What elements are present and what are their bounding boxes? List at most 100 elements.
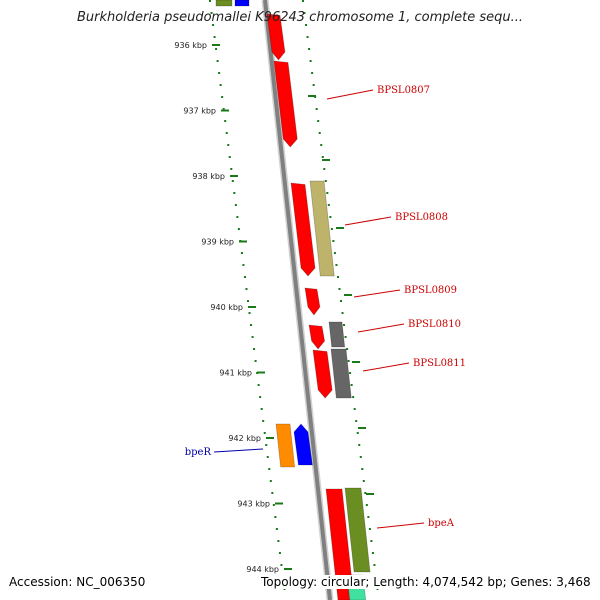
- ruler-dot-outer: [340, 300, 342, 302]
- ruler-dot-inner: [248, 312, 251, 314]
- ruler-dot-outer: [349, 372, 352, 374]
- ruler-dot-inner: [240, 252, 243, 254]
- gene-leader-line: [357, 323, 405, 333]
- ruler-dot-inner: [218, 72, 221, 74]
- ruler-dot-outer: [326, 192, 329, 194]
- ruler-dot-outer: [302, 0, 304, 2]
- ruler-dot-inner: [216, 60, 219, 62]
- ruler-dot-inner: [254, 360, 257, 362]
- ruler-dot-outer: [353, 408, 356, 410]
- gene-block: [234, 0, 250, 7]
- ruler-dot-inner: [263, 432, 266, 434]
- ruler-dot-outer: [361, 468, 364, 470]
- ruler-dot-inner: [237, 228, 240, 230]
- ruler-dot-outer: [305, 24, 308, 26]
- ruler-dot-outer: [312, 84, 315, 86]
- gene-block: [275, 423, 296, 468]
- ruler-dot-outer: [338, 288, 341, 290]
- ruler-dot-outer: [315, 108, 318, 110]
- ruler-dot-outer: [347, 360, 350, 362]
- ruler-dot-outer: [352, 396, 355, 398]
- ruler-dot-outer: [341, 312, 344, 314]
- ruler-dot-outer: [306, 36, 309, 38]
- ruler-dot-outer: [365, 504, 368, 506]
- ruler-dot-outer: [309, 60, 312, 62]
- ruler-label: 937 kbp: [183, 107, 216, 116]
- feature-blocks: [215, 0, 371, 600]
- ruler-dot-inner: [242, 264, 245, 266]
- ruler-dot-outer: [317, 120, 320, 122]
- ruler-dot-inner: [253, 348, 256, 350]
- ruler-dot-inner: [236, 216, 239, 218]
- gene-leader-line: [353, 289, 401, 298]
- gene-label-bpea[interactable]: bpeA: [428, 518, 455, 529]
- gene-block: [328, 321, 346, 348]
- ruler-dot-outer: [371, 552, 374, 554]
- ruler-dot-outer: [362, 480, 365, 482]
- ruler-dot-inner: [268, 468, 271, 470]
- ruler-labels: 936 kbp 937 kbp 938 kbp 939 kbp 940 kbp 941 k…: [174, 41, 374, 574]
- ruler-dot-inner: [266, 456, 269, 458]
- ruler-dot-inner: [274, 516, 277, 518]
- ruler-label: 941 kbp: [219, 369, 252, 378]
- ruler-dot-inner: [272, 504, 275, 506]
- gene-leader-line: [344, 216, 392, 226]
- ruler-label: 943 kbp: [237, 500, 270, 509]
- gene-block: [215, 0, 233, 7]
- ruler-dot-inner: [219, 84, 222, 86]
- ruler-dot-inner: [275, 528, 278, 530]
- gene-label-bpsl0810[interactable]: BPSL0810: [408, 319, 461, 330]
- ruler-dot-inner: [269, 480, 272, 482]
- ruler-dot-inner: [247, 300, 249, 302]
- ruler-dot-inner: [260, 408, 263, 410]
- ruler-label: 940 kbp: [210, 303, 243, 312]
- ruler-dot-inner: [213, 36, 216, 38]
- cds-block: [290, 182, 316, 277]
- gene-leader-line: [213, 448, 264, 453]
- gene-label-bpsl0808[interactable]: BPSL0808: [395, 212, 448, 223]
- gene-label-bpsl0811[interactable]: BPSL0811: [413, 358, 466, 369]
- ruler-dot-inner: [234, 204, 237, 206]
- gene-label-bpsl0807[interactable]: BPSL0807: [377, 85, 430, 96]
- ruler-label: 942 kbp: [228, 434, 261, 443]
- ruler-dot-inner: [257, 384, 260, 386]
- ruler-dot-outer: [335, 264, 338, 266]
- cds-block: [273, 60, 298, 148]
- map-title: Burkholderia pseudomallei K96243 chromos…: [76, 10, 524, 25]
- ruler-dot-inner: [230, 168, 233, 170]
- ruler-dot-inner: [250, 324, 253, 326]
- ruler-dot-inner: [251, 336, 254, 338]
- gene-label-bper[interactable]: bpeR: [185, 447, 212, 458]
- ruler-dot-inner: [224, 120, 227, 122]
- cds-block: [266, 13, 286, 61]
- ruler-dot-outer: [323, 168, 326, 170]
- ruler-dot-inner: [215, 48, 218, 50]
- ruler-dot-inner: [283, 588, 286, 590]
- ruler-dot-outer: [333, 252, 336, 254]
- gene-label-bpsl0809[interactable]: BPSL0809: [404, 285, 457, 296]
- ruler-dot-inner: [225, 132, 228, 134]
- backbone: [261, 0, 334, 600]
- ruler-dot-inner: [210, 12, 213, 14]
- ruler-dot-outer: [350, 384, 353, 386]
- ruler-dot-inner: [222, 108, 225, 110]
- gene-leader-line: [326, 89, 374, 100]
- gene-labels: BPSL0807 BPSL0808 BPSL0809 BPSL0810 BPSL0811…: [185, 85, 466, 529]
- ruler-dot-inner: [280, 564, 283, 566]
- ruler-dot-inner: [212, 24, 215, 26]
- gene-block: [344, 487, 371, 573]
- cds-block: [325, 488, 355, 600]
- cds-block: [308, 324, 326, 350]
- ruler-dot-inner: [227, 144, 230, 146]
- ruler-dot-inner: [209, 0, 211, 2]
- ruler-dot-inner: [271, 492, 274, 494]
- ruler-dot-inner: [231, 180, 234, 182]
- ruler-dot-outer: [330, 228, 333, 230]
- ruler-dot-outer: [373, 564, 376, 566]
- accession-text: Accession: NC_006350: [9, 575, 146, 589]
- ruler-dot-outer: [356, 432, 359, 434]
- ruler-dot-outer: [367, 516, 370, 518]
- ruler-dot-inner: [265, 444, 268, 446]
- ruler-label: 936 kbp: [174, 41, 207, 50]
- ruler-dot-inner: [221, 96, 224, 98]
